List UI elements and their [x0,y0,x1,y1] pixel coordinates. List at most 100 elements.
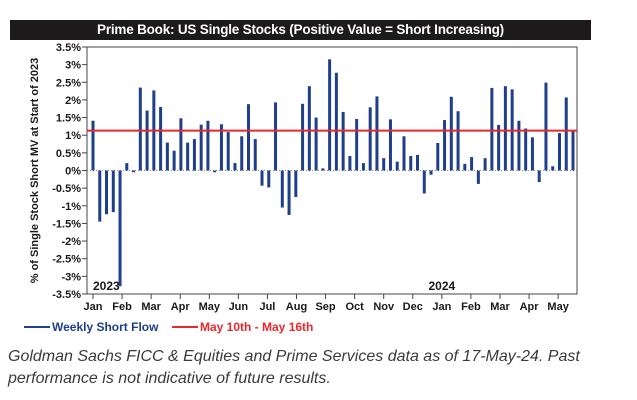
x-tick-label: Dec [403,301,423,313]
bar [436,142,440,171]
bar [118,170,122,287]
y-axis: 3.5% 3% 2.5% 2% 1.5% 1% 0.5% 0% -0.5% -1% -1.5% -2%… [52,42,87,301]
bar [443,120,447,171]
x-tick-label: Jan [432,301,451,313]
bar [91,120,95,171]
y-tick-label: -1% [61,201,81,213]
bar [449,96,453,171]
x-tick-label: Jun [229,301,249,313]
bar [179,118,183,171]
bar [172,150,176,171]
bar [375,96,379,171]
x-tick-label: Sep [315,301,335,313]
y-tick-label: -0.5% [52,183,81,195]
bar [463,163,467,171]
bar [280,170,284,208]
year-label: 2023 [93,279,120,293]
bar [267,170,271,188]
x-tick-label: Mar [141,301,161,313]
bar [294,170,298,197]
bar [524,128,528,171]
bar [192,139,196,171]
bar [388,119,392,171]
bar [483,158,487,171]
bar [355,118,359,171]
bar [307,86,311,171]
bar [125,163,129,171]
bar [382,158,386,171]
bar [165,142,169,171]
bar [213,170,217,173]
bar [105,170,109,215]
legend-label-weekly-short-flow: Weekly Short Flow [52,320,159,334]
bar [361,163,365,171]
bar [416,154,420,171]
bar [497,124,501,171]
y-tick-label: 3.5% [56,42,81,54]
bar [456,111,460,171]
x-tick-label: Apr [520,301,540,313]
bar [530,137,534,171]
x-tick-label: May [199,301,221,313]
bar [490,87,494,171]
x-tick-label: May [547,301,569,313]
y-tick-label: 2.5% [56,77,81,89]
y-tick-label: 1.5% [56,113,81,125]
bar [571,131,575,171]
bar [544,82,548,171]
bar [301,103,305,171]
x-tick-label: Mar [490,301,510,313]
bar [219,124,223,171]
bar [253,139,257,171]
bar [328,59,332,171]
x-tick-label: Aug [286,301,307,313]
bar [409,156,413,171]
bar [557,133,561,171]
bar [145,110,149,171]
bar [537,170,541,183]
y-axis-label: % of Single Stock Short MV at Start of 2… [29,58,41,284]
bar [334,72,338,171]
y-tick-label: 2% [65,95,81,107]
x-tick-label: Oct [345,301,364,313]
y-tick-label: 1% [65,130,81,142]
bar [226,132,230,171]
y-tick-label: 0.5% [56,148,81,160]
bar [206,120,210,171]
bar [395,161,399,171]
bar [186,142,190,171]
bar [422,170,426,194]
bar [240,136,244,171]
bar [314,117,318,171]
year-labels: 2023 2024 [93,279,456,293]
bar [348,156,352,171]
bar [260,170,264,186]
bar [246,104,250,171]
x-tick-label: Apr [171,301,191,313]
bar [138,87,142,171]
bar [159,106,163,171]
x-tick-label: Feb [461,301,481,313]
bar [287,170,291,215]
x-tick-label: Feb [112,301,132,313]
bar [199,124,203,171]
year-label: 2024 [428,279,455,293]
bar [402,136,406,171]
bar [274,102,278,171]
x-tick-label: Jul [259,301,275,313]
bar [98,170,102,222]
x-tick-label: Jan [84,301,103,313]
chart-title: Prime Book: US Single Stocks (Positive V… [10,20,591,40]
bar [111,170,115,213]
bar-series-weekly-short-flow [91,59,575,287]
y-tick-label: 3% [65,60,81,72]
bar [517,120,521,171]
y-tick-label: 0% [65,166,81,178]
bar [429,170,433,175]
x-axis: Jan Feb Mar Apr May Jun Jul Aug Sep Oct Nov Dec Jan F… [84,294,570,313]
bar [341,111,345,171]
y-tick-label: -3.5% [52,289,81,301]
bar [321,168,325,171]
bar [476,170,480,184]
